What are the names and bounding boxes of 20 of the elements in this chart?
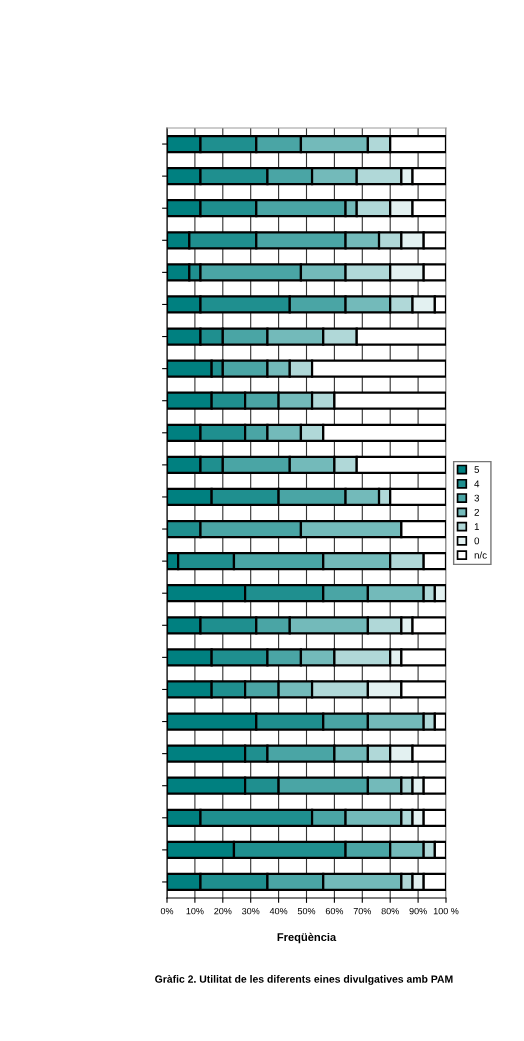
legend-label: 5 <box>474 466 480 473</box>
x-tick-label: 100 % <box>433 907 459 915</box>
x-tick-label: 0% <box>160 907 174 915</box>
legend-label: 3 <box>474 494 480 502</box>
legend-label: 4 <box>474 480 480 488</box>
x-tick-label: 90% <box>409 907 427 915</box>
x-tick-label: 50% <box>297 907 316 915</box>
text: Gràfic 2. Utilitat de les diferents eines divulgatives amb PAM <box>155 975 453 985</box>
legend-label: 1 <box>474 523 479 530</box>
x-tick-label: 40% <box>269 907 288 915</box>
x-axis-title: Freqüència <box>277 932 337 944</box>
legend-label: n/c <box>474 551 487 559</box>
x-tick-label: 70% <box>353 907 372 915</box>
x-tick-label: 10% <box>186 907 204 915</box>
x-tick-label: 20% <box>214 907 232 915</box>
x-tick-label: 80% <box>381 907 399 915</box>
legend-label: 0 <box>474 537 480 545</box>
legend-label: 2 <box>474 508 479 516</box>
x-tick-label: 30% <box>242 907 260 915</box>
x-tick-label: 60% <box>325 907 344 915</box>
